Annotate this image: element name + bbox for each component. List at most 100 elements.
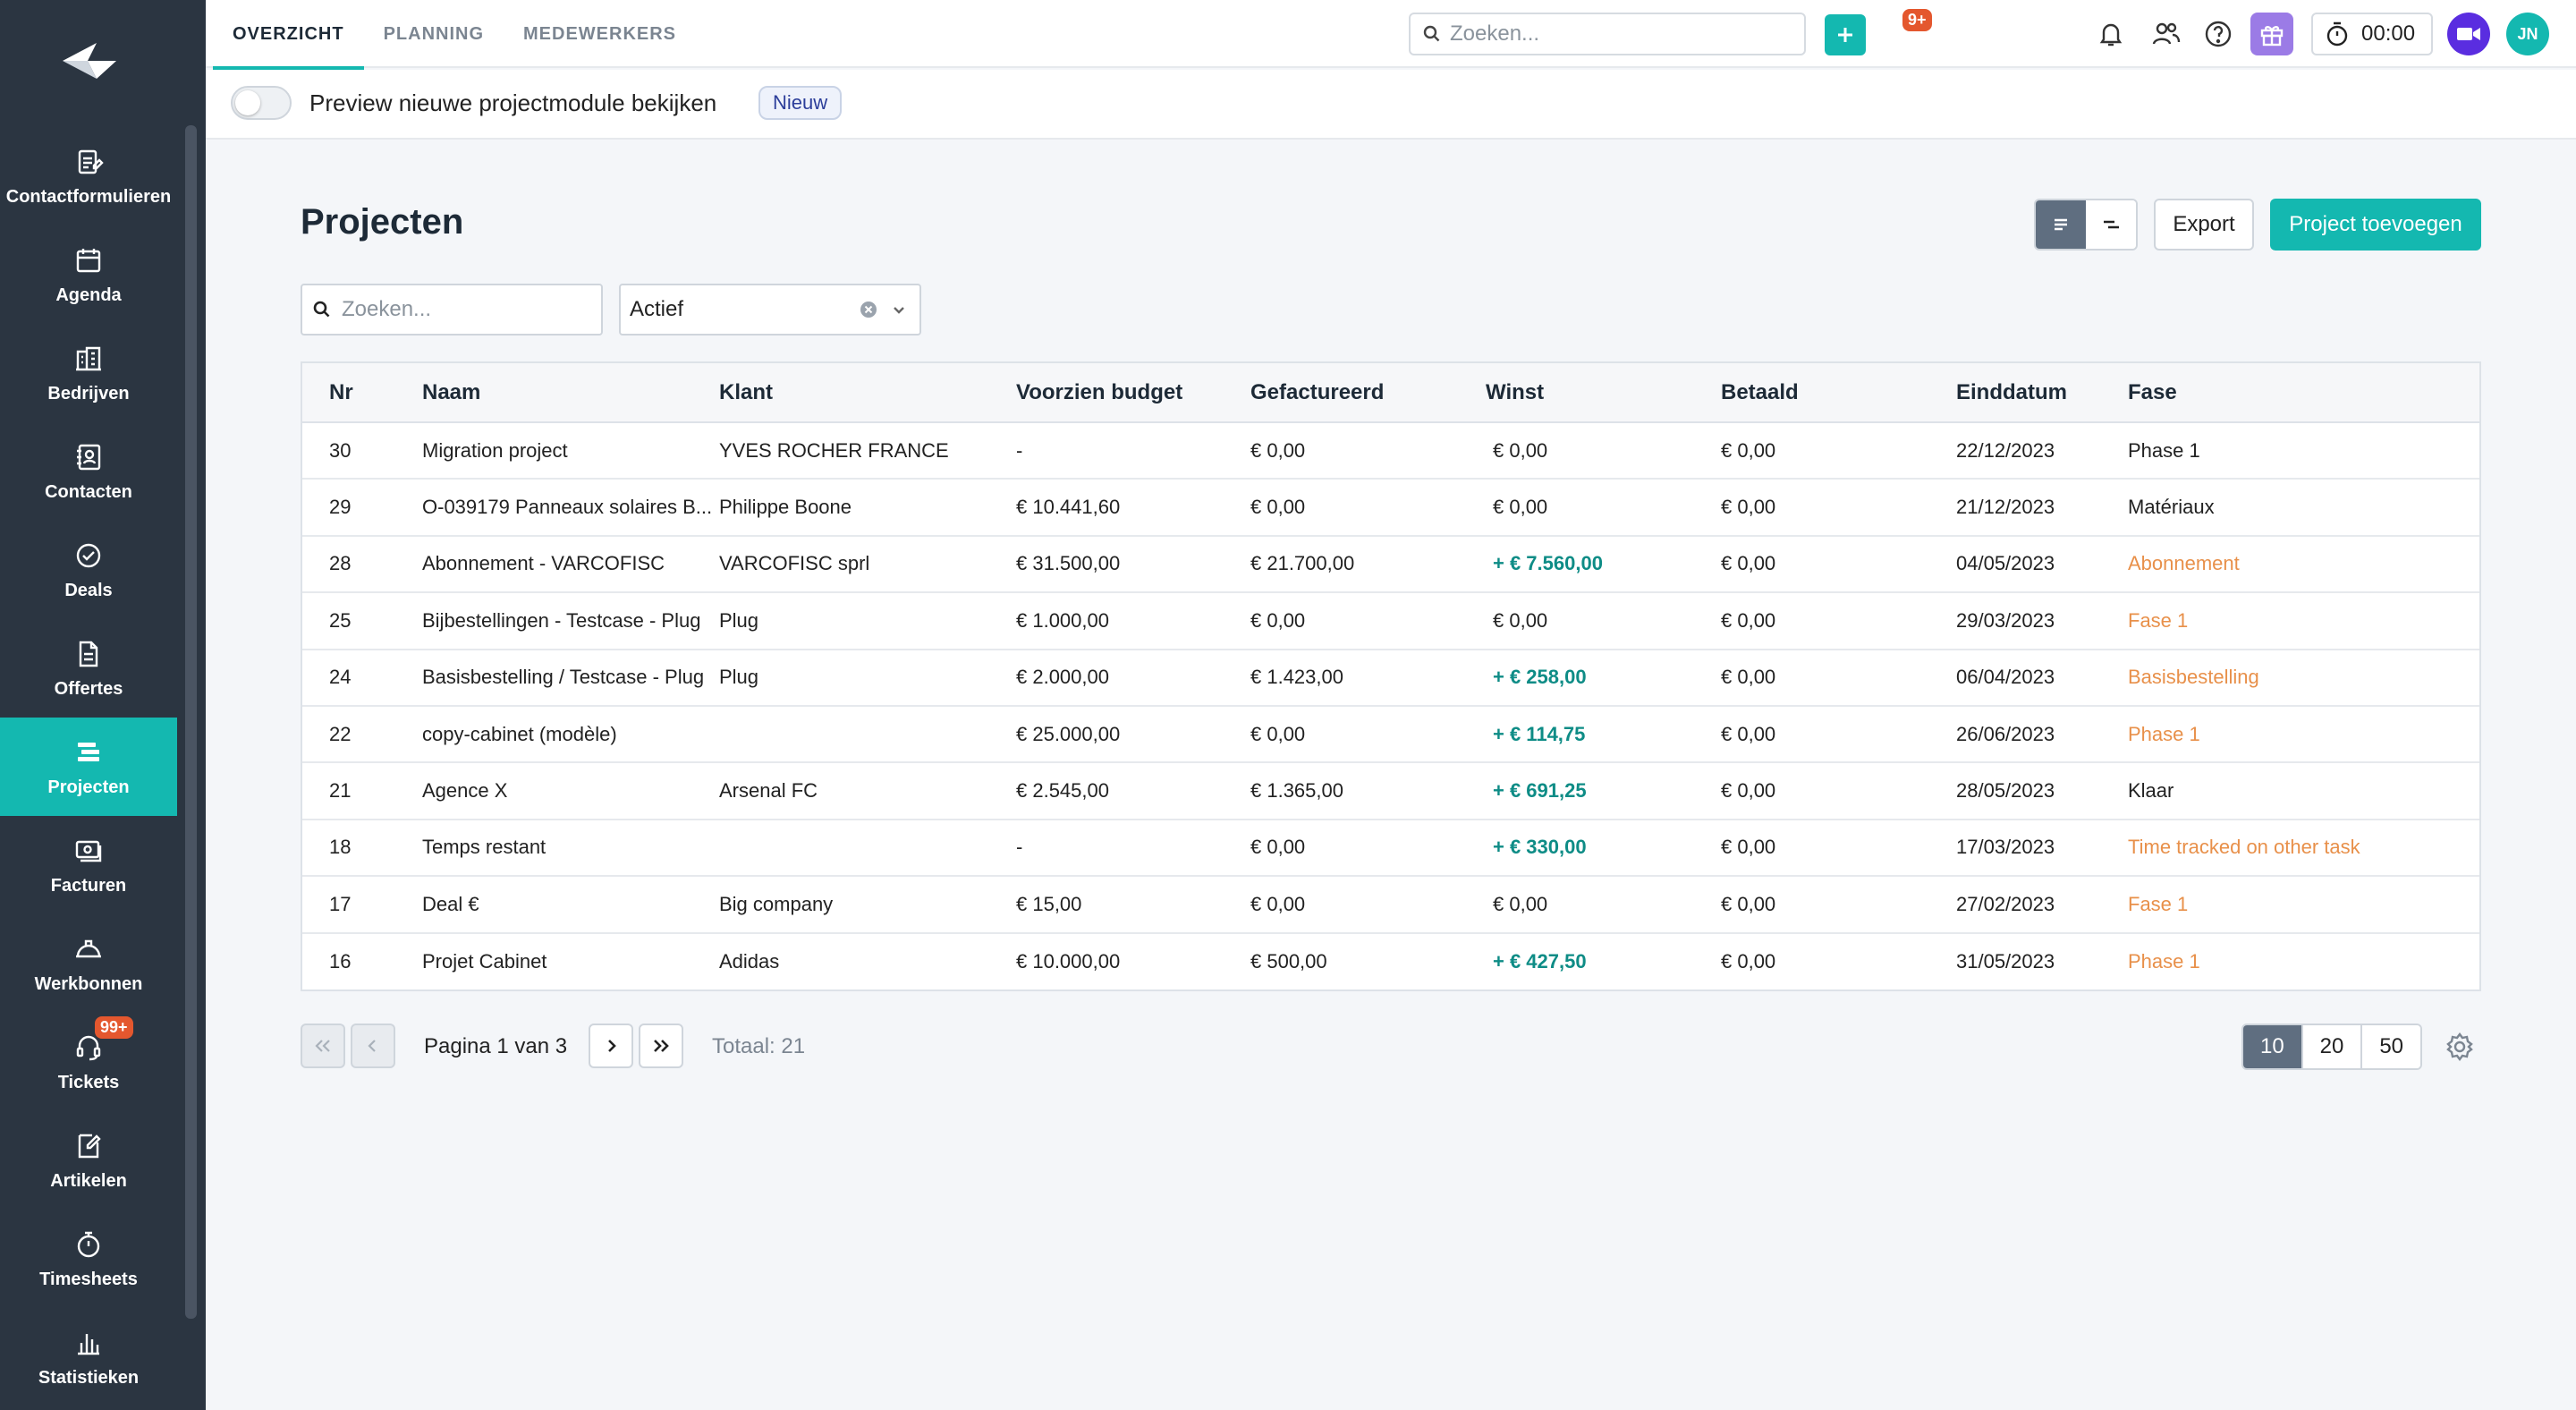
tab-overzicht[interactable]: OVERZICHT (213, 0, 364, 70)
last-page-button[interactable] (639, 1024, 683, 1068)
cell-klant[interactable]: VARCOFISC sprl (719, 535, 1016, 594)
cell-gefactureerd: € 21.700,00 (1250, 535, 1486, 594)
cell-klant[interactable] (719, 819, 1016, 878)
preview-toggle[interactable] (231, 86, 292, 120)
cell-naam[interactable]: Basisbestelling / Testcase - Plug (422, 649, 719, 707)
project-search-input[interactable] (342, 297, 592, 322)
sidebar-item-tickets[interactable]: 99+ Tickets (0, 1013, 177, 1111)
gantt-view-button[interactable] (2086, 200, 2136, 249)
sidebar-item-label: Contacten (45, 481, 132, 502)
column-header-winst[interactable]: Winst (1486, 363, 1721, 423)
sidebar-item-offertes[interactable]: Offertes (0, 619, 177, 718)
user-avatar[interactable]: JN (2506, 13, 2549, 55)
cell-klant[interactable]: Philippe Boone (719, 479, 1016, 537)
sidebar-item-facturen[interactable]: Facturen (0, 816, 177, 914)
page-size-10-button[interactable]: 10 (2243, 1025, 2301, 1068)
notifications-button[interactable] (2095, 18, 2127, 50)
prev-page-button[interactable] (351, 1024, 395, 1068)
quick-add-button[interactable] (1825, 14, 1866, 55)
double-chevron-left-icon (315, 1040, 330, 1052)
cell-naam[interactable]: copy-cabinet (modèle) (422, 705, 719, 764)
sidebar-item-agenda[interactable]: Agenda (0, 225, 177, 324)
table-row[interactable]: 28 Abonnement - VARCOFISC VARCOFISC sprl… (302, 535, 2479, 594)
tab-planning[interactable]: PLANNING (383, 23, 485, 44)
cell-naam[interactable]: Temps restant (422, 819, 719, 878)
status-select[interactable]: Actief (619, 284, 921, 336)
page-size-50-button[interactable]: 50 (2360, 1025, 2420, 1068)
column-header-fase[interactable]: Fase (2128, 363, 2479, 423)
table-row[interactable]: 18 Temps restant - € 0,00 + € 330,00 € 0… (302, 819, 2479, 878)
column-header-gefactureerd[interactable]: Gefactureerd (1250, 363, 1486, 423)
cell-naam[interactable]: Agence X (422, 762, 719, 820)
table-row[interactable]: 30 Migration project YVES ROCHER FRANCE … (302, 422, 2479, 480)
column-header-einddatum[interactable]: Einddatum (1956, 363, 2128, 423)
column-header-betaald[interactable]: Betaald (1721, 363, 1956, 423)
table-row[interactable]: 17 Deal € Big company € 15,00 € 0,00 € 0… (302, 876, 2479, 934)
cell-naam[interactable]: Migration project (422, 422, 719, 480)
table-row[interactable]: 16 Projet Cabinet Adidas € 10.000,00 € 5… (302, 933, 2479, 990)
add-project-button[interactable]: Project toevoegen (2270, 199, 2481, 251)
cell-klant[interactable]: Plug (719, 592, 1016, 650)
video-call-button[interactable] (2447, 13, 2490, 55)
cell-naam[interactable]: Deal € (422, 876, 719, 934)
table-row[interactable]: 24 Basisbestelling / Testcase - Plug Plu… (302, 649, 2479, 707)
team-button[interactable] (2149, 18, 2182, 50)
cell-klant[interactable] (719, 705, 1016, 764)
column-header-nr[interactable]: Nr (302, 363, 422, 423)
next-page-button[interactable] (589, 1024, 633, 1068)
cell-betaald: € 0,00 (1721, 949, 1776, 973)
calendar-icon (76, 248, 101, 272)
page-title: Projecten (301, 202, 464, 242)
cell-fase: Matériaux (2128, 479, 2479, 537)
cell-klant[interactable]: Plug (719, 649, 1016, 707)
app-logo-icon[interactable] (61, 39, 118, 82)
cell-klant[interactable]: Big company (719, 876, 1016, 934)
export-button[interactable]: Export (2154, 199, 2254, 251)
cell-naam[interactable]: Bijbestellingen - Testcase - Plug (422, 592, 719, 650)
sidebar-item-artikelen[interactable]: Artikelen (0, 1111, 177, 1210)
sidebar-item-bedrijven[interactable]: Bedrijven (0, 324, 177, 422)
tickets-badge: 99+ (95, 1016, 133, 1039)
cell-budget: € 10.000,00 (1016, 949, 1121, 973)
column-header-budget[interactable]: Voorzien budget (1016, 363, 1250, 423)
table-row[interactable]: 21 Agence X Arsenal FC € 2.545,00 € 1.36… (302, 762, 2479, 820)
toggle-knob (235, 90, 260, 115)
cell-klant[interactable]: Adidas (719, 949, 780, 973)
sidebar-item-contactformulieren[interactable]: Contactformulieren (0, 127, 177, 225)
clear-icon[interactable] (859, 300, 878, 319)
help-button[interactable] (2202, 18, 2234, 50)
page-size-20-button[interactable]: 20 (2301, 1025, 2361, 1068)
column-header-naam[interactable]: Naam (422, 363, 719, 423)
cell-einddatum: 17/03/2023 (1956, 819, 2128, 878)
global-search-input[interactable] (1450, 21, 1790, 47)
sidebar-item-deals[interactable]: Deals (0, 521, 177, 619)
sidebar-item-contacten[interactable]: Contacten (0, 422, 177, 521)
sidebar-scrollbar[interactable] (185, 125, 197, 1319)
list-view-button[interactable] (2036, 200, 2086, 249)
sidebar-item-projecten[interactable]: Projecten (0, 718, 177, 816)
cell-einddatum: 21/12/2023 (1956, 479, 2128, 537)
sidebar-item-label: Contactformulieren (5, 186, 172, 207)
table-row[interactable]: 25 Bijbestellingen - Testcase - Plug Plu… (302, 592, 2479, 650)
table-row[interactable]: 29 O-039179 Panneaux solaires B... Phili… (302, 479, 2479, 537)
sidebar-item-statistieken[interactable]: Statistieken (0, 1308, 177, 1406)
sidebar-item-werkbonnen[interactable]: Werkbonnen (0, 914, 177, 1013)
projects-table: Nr Naam Klant Voorzien budget Gefacturee… (301, 361, 2481, 991)
cell-winst: € 0,00 (1486, 479, 1721, 537)
cell-gefactureerd: € 500,00 (1250, 949, 1327, 973)
sidebar-item-label: Projecten (47, 777, 130, 797)
cell-naam[interactable]: Abonnement - VARCOFISC (422, 535, 719, 594)
column-header-klant[interactable]: Klant (719, 363, 1016, 423)
gift-button[interactable] (2250, 13, 2293, 55)
cell-klant[interactable]: Arsenal FC (719, 762, 1016, 820)
cell-klant[interactable]: YVES ROCHER FRANCE (719, 422, 1016, 480)
cell-naam[interactable]: Projet Cabinet (422, 949, 547, 973)
timer-button[interactable]: 00:00 (2311, 13, 2433, 55)
sidebar-item-timesheets[interactable]: Timesheets (0, 1210, 177, 1308)
table-row[interactable]: 22 copy-cabinet (modèle) € 25.000,00 € 0… (302, 705, 2479, 764)
first-page-button[interactable] (301, 1024, 345, 1068)
tab-medewerkers[interactable]: MEDEWERKERS (523, 23, 677, 44)
cell-naam[interactable]: O-039179 Panneaux solaires B... (422, 479, 719, 537)
gear-icon[interactable] (2444, 1031, 2476, 1063)
cell-betaald: € 0,00 (1721, 422, 1956, 480)
